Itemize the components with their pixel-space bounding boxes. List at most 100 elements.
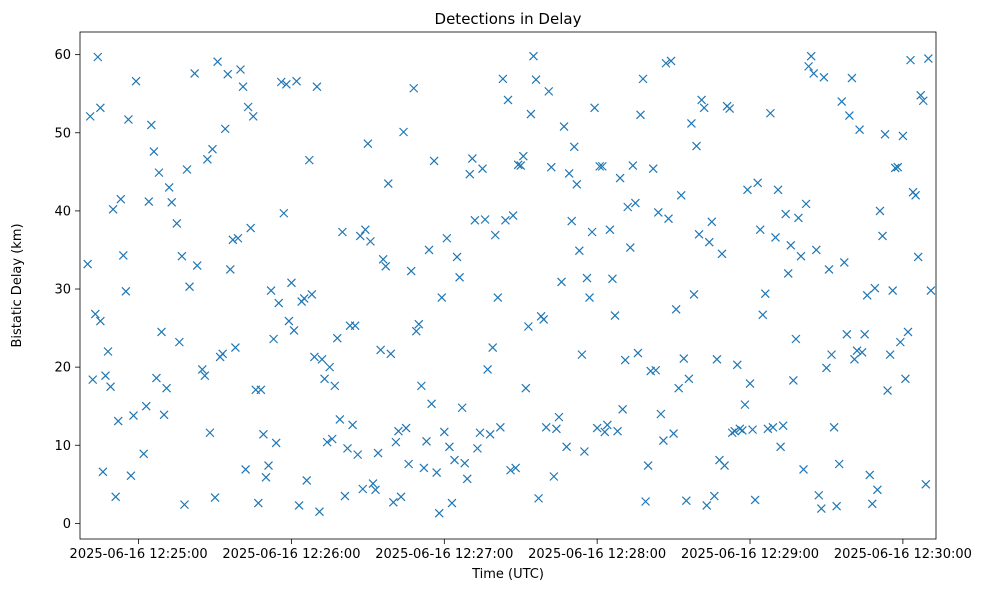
data-point <box>888 286 898 296</box>
data-point <box>794 213 803 223</box>
data-point <box>327 434 337 444</box>
data-point <box>126 471 136 481</box>
data-point <box>799 465 808 474</box>
data-point <box>855 125 864 135</box>
data-point <box>208 144 217 154</box>
data-point <box>834 459 844 469</box>
data-point <box>618 404 628 414</box>
data-point <box>253 498 263 508</box>
data-point <box>238 82 248 92</box>
data-point <box>220 124 230 134</box>
data-point <box>600 427 610 437</box>
data-point <box>753 178 763 188</box>
data-point <box>437 293 447 303</box>
data-point <box>394 426 403 436</box>
data-point <box>630 198 640 208</box>
data-point <box>279 208 289 218</box>
data-point <box>396 492 406 502</box>
data-point <box>516 161 526 171</box>
data-point <box>544 86 554 96</box>
data-point <box>167 197 177 207</box>
data-point <box>709 491 719 501</box>
data-point <box>210 493 220 503</box>
data-point <box>457 403 467 413</box>
data-point <box>223 69 233 79</box>
data-point <box>506 465 515 475</box>
data-point <box>577 350 587 360</box>
y-tick-label: 60 <box>54 48 71 63</box>
data-point <box>508 211 518 221</box>
data-point <box>315 507 324 517</box>
data-point <box>388 497 398 507</box>
data-point <box>671 304 681 314</box>
data-point <box>225 265 235 274</box>
data-point <box>139 449 149 459</box>
data-point <box>444 442 454 452</box>
data-point <box>885 350 895 360</box>
data-point <box>177 251 187 261</box>
y-tick-label: 50 <box>54 126 71 141</box>
data-point <box>241 465 251 474</box>
data-point <box>144 197 154 206</box>
data-point <box>152 373 161 383</box>
data-point <box>284 316 294 326</box>
data-point <box>699 103 709 113</box>
data-point <box>704 237 714 247</box>
data-point <box>424 245 434 255</box>
data-point <box>302 475 312 485</box>
data-point <box>786 240 796 250</box>
data-point <box>131 76 141 86</box>
data-point <box>872 485 882 495</box>
data-point <box>427 399 436 409</box>
data-point <box>773 185 783 195</box>
data-point <box>717 249 727 259</box>
data-point <box>679 354 689 363</box>
data-point <box>419 463 429 473</box>
data-point <box>521 383 531 393</box>
data-point <box>383 179 393 188</box>
data-point <box>758 310 768 320</box>
data-point <box>154 168 164 178</box>
data-point <box>432 468 442 478</box>
data-point <box>276 77 286 87</box>
data-point <box>488 343 498 353</box>
data-point <box>643 461 653 470</box>
data-point <box>406 266 416 276</box>
data-point <box>85 111 95 121</box>
data-point <box>309 352 319 362</box>
data-point <box>174 337 184 347</box>
data-point <box>844 111 854 121</box>
data-point <box>694 229 704 239</box>
data-point <box>592 423 602 433</box>
data-point <box>564 168 574 178</box>
data-point <box>534 493 543 503</box>
data-point <box>531 75 541 85</box>
data-point <box>697 95 707 105</box>
data-point <box>587 227 597 237</box>
data-point <box>353 450 363 460</box>
data-point <box>294 500 304 510</box>
data-point <box>129 411 138 420</box>
x-tick-label: 2025-06-16 12:28:00 <box>528 547 666 562</box>
data-point <box>478 164 487 174</box>
data-point <box>111 492 121 502</box>
data-point <box>684 374 694 384</box>
data-point <box>526 109 536 119</box>
data-point <box>434 508 444 518</box>
y-tick-label: 0 <box>63 517 71 532</box>
data-point <box>862 290 872 300</box>
data-point <box>580 447 589 456</box>
data-point <box>880 129 890 139</box>
data-point <box>918 96 928 106</box>
data-point <box>490 230 500 240</box>
data-point <box>289 325 299 335</box>
data-point <box>317 354 327 364</box>
data-point <box>541 422 551 432</box>
data-point <box>264 461 273 470</box>
data-point <box>585 293 594 303</box>
data-point <box>590 103 600 113</box>
data-point <box>638 74 648 84</box>
data-point <box>923 54 933 63</box>
data-point <box>511 463 521 473</box>
data-point <box>656 409 666 419</box>
